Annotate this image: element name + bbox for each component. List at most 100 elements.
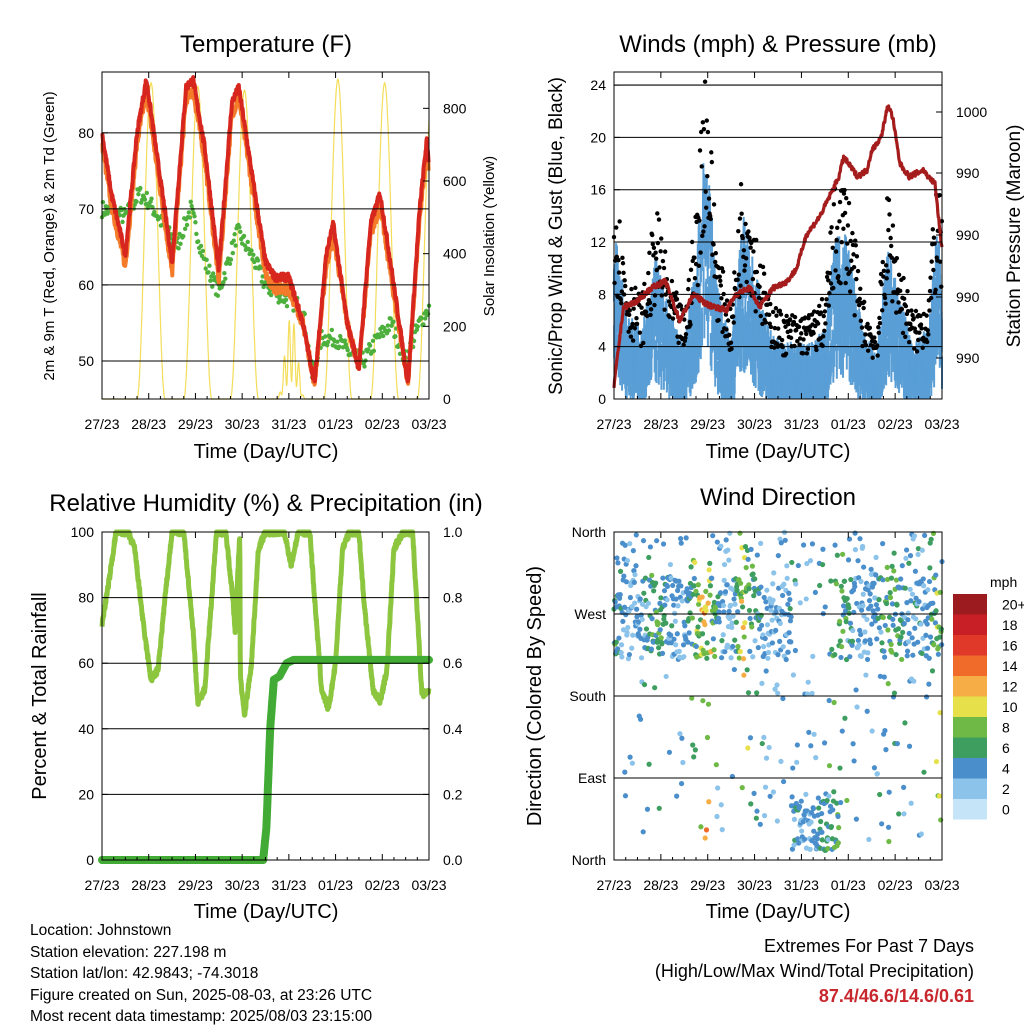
wind-gust-point	[903, 303, 909, 309]
wind-direction-point	[704, 734, 711, 741]
wind-direction-point	[888, 641, 894, 647]
wind-gust-point	[797, 336, 803, 341]
wind-gust-point	[626, 329, 631, 334]
winds-ytick-label: 12	[590, 234, 606, 250]
wind-gust-point	[740, 235, 745, 241]
wind-direction-point	[835, 840, 841, 846]
humidity-ytick-label: 20	[78, 786, 94, 802]
wind-direction-point	[722, 649, 728, 655]
wind-direction-point	[622, 793, 629, 799]
colorbar-swatch	[953, 635, 987, 656]
humidity-xtick-label: 27/23	[84, 877, 119, 893]
dewpoint-point	[152, 209, 157, 215]
wind-gust-point	[805, 346, 811, 352]
wind-gust-point	[735, 277, 740, 282]
wind-gust-point	[683, 331, 689, 337]
wind-direction-point	[627, 541, 633, 547]
wind-gust-point	[758, 313, 763, 319]
dewpoint-point	[260, 274, 265, 279]
wind-gust-point	[896, 272, 902, 278]
wind-gust-point	[843, 280, 848, 286]
wind-direction-point	[877, 673, 883, 679]
wind-direction-point	[770, 597, 776, 603]
wind-direction-point	[721, 561, 728, 568]
winds-xtick-label: 28/23	[643, 416, 678, 432]
wind-direction-point	[819, 837, 825, 843]
wind-direction-point	[899, 656, 905, 663]
wind-direction-point	[845, 557, 852, 563]
wind-direction-point	[810, 653, 816, 659]
wind-direction-point	[869, 728, 875, 734]
humidity-ticks: 27/23 28/23 29/23 30/23 31/23 01/23 02/23 03/23…	[71, 524, 463, 893]
wind-direction-point	[902, 585, 908, 591]
wind-direction-point	[931, 642, 937, 648]
wind-gust-point	[648, 307, 654, 312]
wind-direction-point	[817, 582, 823, 589]
wind-direction-point	[668, 632, 674, 638]
wind-gust-point	[882, 295, 888, 301]
wind-direction-point	[666, 749, 673, 755]
wind-direction-point	[898, 634, 904, 640]
wind-gust-point	[919, 326, 924, 331]
winds-ytick-label: 4	[598, 339, 606, 355]
wind-direction-point	[853, 816, 859, 822]
wind-direction-point	[910, 652, 916, 658]
wind-direction-point	[626, 651, 633, 658]
wind-direction-point	[698, 824, 704, 830]
wind-direction-point	[641, 681, 648, 688]
dewpoint-point	[340, 345, 346, 350]
wind-direction-point	[613, 639, 619, 645]
wind-gust-point	[928, 295, 934, 301]
wind-gust-point	[774, 313, 779, 318]
wind-direction-point	[908, 800, 914, 806]
wind-direction-point	[769, 617, 775, 623]
wind-gust-point	[852, 313, 857, 318]
dewpoint-point	[329, 327, 335, 333]
wind-direction-point	[752, 576, 758, 582]
wind-direction-point	[715, 785, 721, 791]
wind-gust-point	[757, 284, 762, 290]
station-latlon: Station lat/lon: 42.9843; -74.3018	[30, 965, 259, 982]
wind-direction-point	[809, 541, 816, 547]
wind-direction-point	[700, 698, 706, 704]
wind-direction-point	[668, 640, 675, 646]
wind-gust-point	[704, 205, 709, 210]
wind-direction-point	[919, 650, 925, 657]
station-elevation: Station elevation: 227.198 m	[30, 943, 227, 961]
wind-direction-point	[857, 536, 863, 542]
wind-direction-point	[814, 836, 820, 842]
wind-gust-point	[630, 321, 635, 327]
wind-direction-point	[629, 603, 635, 610]
wind-gust-point	[739, 211, 744, 216]
wind-direction-point	[832, 652, 838, 658]
wind-direction-point	[676, 578, 682, 584]
wind-direction-point	[822, 604, 828, 610]
wind-gust-point	[674, 296, 680, 302]
direction-xtick-label: 03/23	[924, 877, 959, 893]
humidity-xtick-label: 29/23	[178, 877, 213, 893]
temperature-y2tick-label: 200	[443, 318, 467, 334]
dewpoint-point	[388, 316, 393, 321]
wind-direction-point	[783, 656, 789, 663]
wind-gust-point	[814, 347, 819, 353]
wind-gust-point	[894, 310, 899, 315]
wind-direction-point	[703, 827, 710, 833]
wind-direction-point	[761, 813, 768, 819]
wind-direction-point	[759, 622, 765, 629]
wind-direction-point	[794, 759, 800, 765]
wind-direction-point	[742, 620, 748, 626]
wind-direction-point	[886, 789, 892, 795]
wind-direction-point	[673, 642, 679, 648]
wind-direction-point	[683, 535, 689, 541]
wind-direction-point	[757, 821, 763, 827]
wind-gust-point	[939, 284, 944, 289]
wind-direction-point	[856, 642, 862, 648]
dewpoint-point	[188, 199, 193, 205]
wind-direction-point	[889, 563, 895, 569]
wind-direction-point	[867, 641, 874, 647]
wind-direction-point	[884, 576, 891, 583]
dewpoint-point	[221, 279, 226, 285]
humidity-ytick-label: 40	[78, 721, 94, 737]
wind-direction-point	[690, 742, 696, 748]
wind-direction-point	[826, 763, 833, 769]
